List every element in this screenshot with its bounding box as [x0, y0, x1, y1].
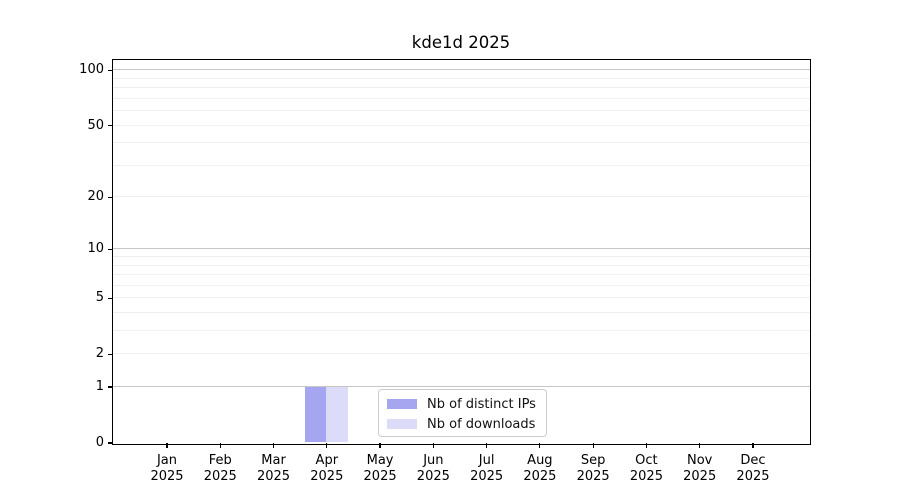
y-tick	[108, 196, 113, 198]
minor-gridline	[112, 110, 810, 112]
x-tick-label: Dec 2025	[723, 453, 783, 485]
minor-gridline	[112, 312, 810, 314]
x-tick	[645, 443, 648, 448]
legend-swatch-nb-of-distinct-ips	[387, 399, 417, 409]
x-tick	[699, 443, 701, 448]
x-tick-month: Dec	[740, 453, 766, 468]
x-tick-label: Jun 2025	[403, 453, 463, 485]
y-tick-label: 1	[95, 379, 104, 395]
minor-gridline	[112, 284, 810, 286]
x-tick-year: 2025	[683, 469, 717, 484]
minor-gridline	[112, 330, 810, 332]
minor-gridline	[112, 124, 810, 126]
minor-gridline	[112, 274, 810, 276]
chart-title: kde1d 2025	[411, 33, 511, 52]
x-tick-label: Jul 2025	[457, 453, 517, 485]
y-tick-label: 10	[87, 241, 104, 257]
plot-area	[111, 58, 811, 445]
y-tick	[108, 125, 113, 127]
x-tick-label: Aug 2025	[510, 453, 570, 485]
x-tick-month: May	[366, 453, 394, 468]
minor-gridline	[112, 87, 810, 89]
x-tick-month: Aug	[527, 453, 553, 468]
x-tick-month: Feb	[208, 453, 232, 468]
x-tick-month: Mar	[261, 453, 286, 468]
x-tick-year: 2025	[363, 469, 397, 484]
bars-layer	[113, 60, 810, 444]
x-tick-year: 2025	[629, 469, 663, 484]
gridlines-layer	[112, 60, 810, 444]
legend-label: Nb of distinct IPs	[427, 396, 536, 412]
x-tick-month: Apr	[315, 453, 339, 468]
x-tick	[752, 443, 754, 448]
bar-nb-of-downloads	[326, 386, 348, 443]
x-tick-month: Oct	[635, 453, 658, 468]
x-tick-month: Sep	[580, 453, 606, 468]
y-tick	[108, 248, 113, 251]
x-tick-month: Jan	[156, 453, 178, 468]
x-tick	[486, 443, 488, 448]
x-tick	[539, 443, 541, 448]
x-tick-year: 2025	[523, 469, 557, 484]
minor-gridline	[112, 297, 810, 299]
x-tick	[379, 443, 381, 448]
x-tick-label: May 2025	[350, 453, 410, 485]
x-tick	[219, 443, 221, 448]
bar-nb-of-distinct-ips	[304, 386, 327, 443]
y-tick	[108, 69, 113, 72]
minor-gridline	[112, 353, 810, 355]
minor-gridline	[112, 77, 810, 79]
x-tick-month: Jul	[478, 453, 495, 468]
x-tick-label: Nov 2025	[670, 453, 730, 485]
x-tick-year: 2025	[576, 469, 610, 484]
x-tick-label: Feb 2025	[190, 453, 250, 485]
x-tick-label: Apr 2025	[297, 453, 357, 485]
major-gridline	[112, 69, 810, 71]
minor-gridline	[112, 142, 810, 144]
y-tick-label: 100	[79, 62, 104, 78]
y-tick-label: 0	[95, 435, 104, 450]
x-tick	[272, 443, 275, 448]
x-tick-label: Sep 2025	[563, 453, 623, 485]
y-tick	[108, 442, 113, 444]
x-tick-year: 2025	[736, 469, 770, 484]
minor-gridline	[112, 264, 810, 266]
y-tick-label: 50	[87, 117, 104, 133]
minor-gridline	[112, 256, 810, 258]
minor-gridline	[112, 164, 810, 166]
x-tick-label: Mar 2025	[244, 453, 304, 485]
x-tick-year: 2025	[203, 469, 237, 484]
major-gridline	[112, 248, 810, 250]
y-tick	[108, 297, 113, 299]
x-tick	[326, 443, 328, 448]
x-tick-year: 2025	[150, 469, 184, 484]
x-tick	[432, 443, 434, 448]
y-tick	[108, 386, 113, 388]
y-tick	[108, 353, 113, 355]
x-tick-month: Jun	[423, 453, 444, 468]
x-tick-label: Oct 2025	[616, 453, 676, 485]
legend-swatch-nb-of-downloads	[387, 419, 417, 429]
y-tick-label: 20	[87, 189, 104, 205]
x-tick-month: Nov	[687, 453, 713, 468]
x-tick-year: 2025	[256, 469, 291, 484]
legend-row: Nb of downloads	[387, 414, 546, 434]
x-tick-year: 2025	[470, 469, 504, 484]
x-tick-year: 2025	[416, 469, 450, 484]
legend-label: Nb of downloads	[427, 416, 536, 432]
legend: Nb of distinct IPs Nb of downloads	[378, 389, 547, 437]
legend-row: Nb of distinct IPs	[387, 394, 546, 414]
minor-gridline	[112, 97, 810, 99]
minor-gridline	[112, 196, 810, 198]
x-tick	[166, 443, 168, 448]
x-tick-year: 2025	[310, 469, 344, 484]
x-tick	[592, 443, 594, 448]
major-gridline	[112, 386, 810, 388]
x-tick-label: Jan 2025	[137, 453, 197, 485]
y-tick-label: 2	[95, 346, 104, 362]
y-tick-label: 5	[95, 290, 104, 306]
